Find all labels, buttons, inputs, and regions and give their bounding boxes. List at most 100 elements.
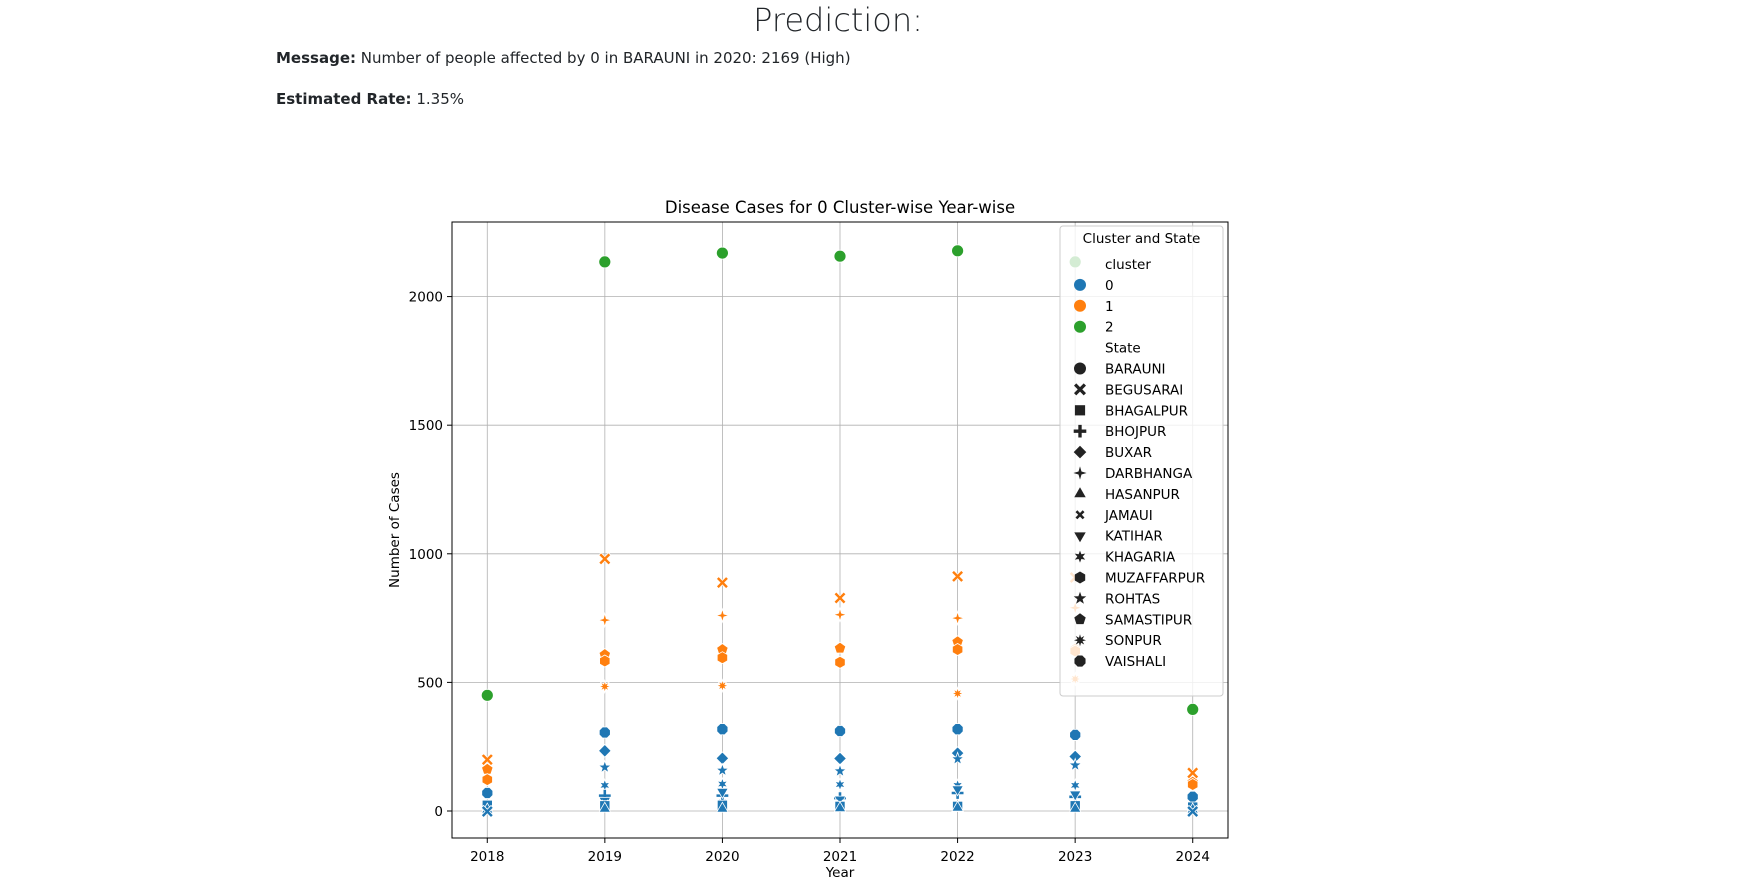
data-point [833, 751, 847, 766]
data-point [480, 804, 494, 819]
legend-cluster-marker [1074, 320, 1086, 333]
legend-state-marker [1074, 362, 1086, 375]
legend-state-heading: State [1105, 341, 1141, 357]
data-point [596, 612, 613, 629]
data-point [1186, 790, 1199, 803]
x-tick-label: 2018 [470, 849, 504, 865]
legend-box [1059, 225, 1224, 697]
data-point [597, 679, 613, 694]
legend-state-marker [1074, 613, 1086, 625]
legend-state-label: BHAGALPUR [1105, 403, 1188, 419]
data-point [834, 725, 846, 737]
message-line: Message: Number of people affected by 0 … [276, 48, 851, 68]
data-point [1187, 778, 1199, 791]
legend-state-label: SAMASTIPUR [1105, 612, 1192, 628]
data-point [831, 606, 849, 623]
legend-state-label: VAISHALI [1105, 654, 1166, 670]
legend-cluster-label: 1 [1105, 299, 1114, 315]
data-point [597, 759, 613, 774]
legend-state-marker [1073, 591, 1087, 604]
legend-state-label: KATIHAR [1105, 529, 1163, 545]
data-point [1068, 778, 1082, 793]
data-point [951, 723, 964, 736]
legend-state-label: BUXAR [1105, 445, 1152, 461]
y-tick-label: 0 [434, 804, 443, 820]
x-tick-label: 2024 [1176, 849, 1210, 865]
legend-state-label: BEGUSARAI [1105, 382, 1183, 398]
data-point [949, 610, 966, 627]
data-point [832, 763, 848, 778]
data-point [1069, 728, 1082, 741]
legend-cluster-label: 2 [1105, 320, 1114, 336]
legend-state-label: DARBHANGA [1105, 466, 1193, 482]
legend-state-label: BHOJPUR [1105, 424, 1166, 440]
legend: Cluster and State cluster 0 1 2 State BARAUNI B… [1059, 225, 1224, 697]
data-point [951, 800, 965, 812]
data-point [714, 762, 730, 777]
legend-state-marker [1074, 634, 1086, 647]
message-text: Number of people affected by 0 in BARAUN… [360, 49, 851, 67]
legend-state-marker [1073, 445, 1087, 459]
chart-title: Disease Cases for 0 Cluster-wise Year-wi… [665, 198, 1015, 217]
data-point [598, 255, 612, 269]
legend-cluster-marker [1074, 278, 1086, 291]
x-tick-label: 2021 [823, 849, 857, 865]
axis-ticks: 2018 2019 2020 2021 2022 2023 2024 0 500 1000 1500… [409, 290, 1210, 865]
legend-state-marker [1073, 466, 1087, 480]
legend-state-marker [1074, 655, 1086, 667]
data-point [715, 788, 729, 800]
legend-cluster-label: 0 [1105, 278, 1114, 294]
legend-title: Cluster and State [1083, 231, 1201, 247]
data-point [598, 552, 612, 566]
legend-state-label: MUZAFFARPUR [1105, 571, 1205, 587]
data-point [716, 651, 729, 665]
x-tick-label: 2023 [1058, 849, 1092, 865]
data-point [950, 686, 966, 701]
legend-state-marker [1074, 383, 1086, 396]
y-tick-label: 500 [417, 675, 443, 691]
x-tick-label: 2022 [940, 849, 974, 865]
data-point [716, 723, 729, 736]
data-point [1068, 790, 1082, 802]
legend-cluster-heading: cluster [1105, 257, 1151, 273]
data-point [481, 787, 494, 799]
data-point [951, 785, 965, 797]
data-point [951, 244, 964, 258]
data-point [714, 678, 730, 694]
message-label: Message: [276, 49, 356, 67]
data-points [480, 244, 1200, 819]
data-point [1186, 766, 1200, 780]
data-point [714, 607, 731, 624]
legend-state-marker [1074, 571, 1086, 584]
y-tick-label: 2000 [409, 290, 443, 306]
data-point [950, 751, 966, 766]
data-point [598, 726, 611, 739]
data-point [951, 569, 965, 583]
data-point [716, 246, 729, 260]
legend-cluster-marker [1074, 299, 1086, 312]
rate-text: 1.35% [416, 90, 464, 108]
legend-state-marker [1074, 532, 1086, 543]
data-point [1186, 703, 1200, 716]
data-point [833, 591, 847, 605]
x-axis-label: Year [825, 865, 855, 880]
rate-label: Estimated Rate: [276, 90, 412, 108]
y-axis-label: Number of Cases [387, 472, 403, 588]
legend-state-label: KHAGARIA [1105, 550, 1176, 566]
y-tick-label: 1500 [409, 418, 443, 434]
data-point [834, 655, 846, 669]
data-point [480, 688, 494, 702]
data-point [833, 801, 847, 813]
page-title: Prediction: [753, 1, 923, 39]
data-point [1186, 804, 1200, 819]
legend-state-label: BARAUNI [1105, 362, 1166, 378]
legend-state-marker [1075, 510, 1085, 520]
legend-state-marker [1074, 487, 1086, 498]
data-point [715, 576, 729, 590]
data-point [480, 753, 494, 767]
data-point [951, 643, 964, 656]
data-point [597, 743, 612, 758]
legend-state-label: SONPUR [1105, 633, 1162, 649]
data-point [833, 641, 847, 654]
